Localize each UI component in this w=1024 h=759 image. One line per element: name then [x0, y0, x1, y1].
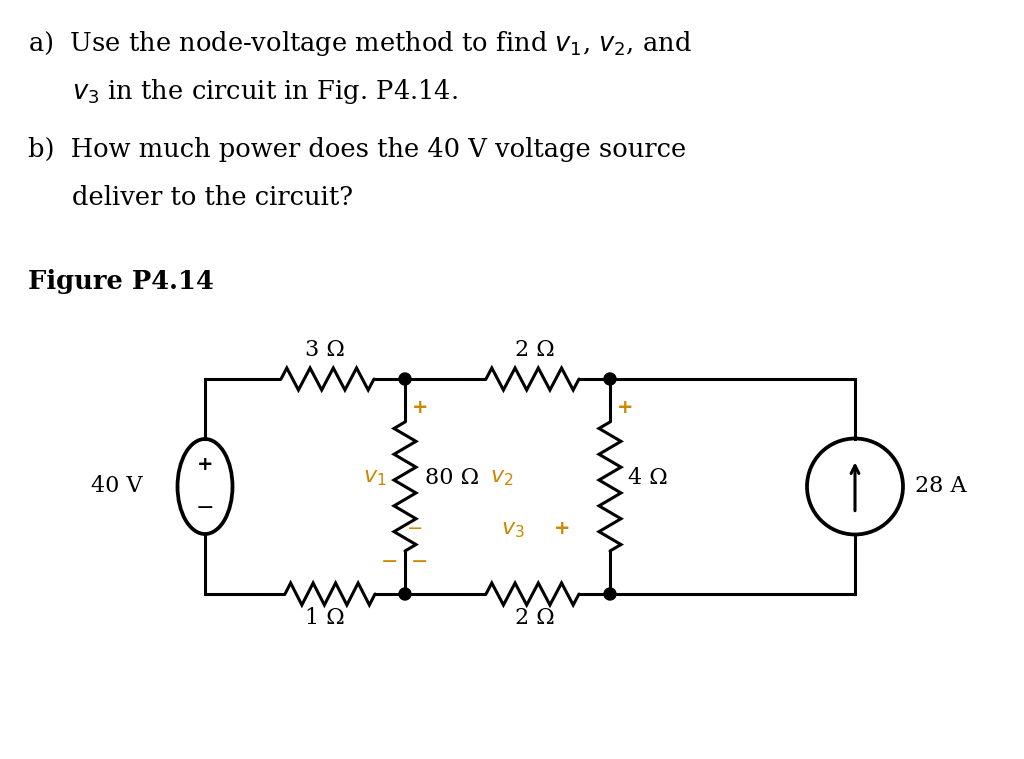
Text: −: −	[412, 552, 429, 572]
Circle shape	[399, 588, 411, 600]
Text: $v_3$: $v_3$	[501, 518, 524, 540]
Text: 1 Ω: 1 Ω	[305, 607, 345, 629]
Text: 28 A: 28 A	[915, 475, 967, 497]
Circle shape	[604, 588, 616, 600]
Text: −: −	[381, 552, 398, 572]
Text: −: −	[407, 519, 423, 538]
Text: +: +	[197, 455, 213, 474]
Text: deliver to the circuit?: deliver to the circuit?	[72, 185, 353, 210]
Circle shape	[604, 373, 616, 385]
Text: $v_1$: $v_1$	[364, 465, 387, 487]
Text: $v_2$: $v_2$	[490, 465, 513, 487]
Text: 3 Ω: 3 Ω	[305, 339, 345, 361]
Text: 2 Ω: 2 Ω	[515, 339, 555, 361]
Text: 4 Ω: 4 Ω	[628, 468, 668, 490]
Text: a)  Use the node-voltage method to find $v_1$, $v_2$, and: a) Use the node-voltage method to find $…	[28, 29, 692, 58]
Text: +: +	[412, 398, 428, 417]
Text: b)  How much power does the 40 V voltage source: b) How much power does the 40 V voltage …	[28, 137, 686, 162]
Text: +: +	[554, 519, 570, 538]
Text: +: +	[616, 398, 633, 417]
Text: 80 Ω: 80 Ω	[425, 468, 479, 490]
Text: Figure P4.14: Figure P4.14	[28, 269, 214, 294]
Text: 2 Ω: 2 Ω	[515, 607, 555, 629]
Circle shape	[399, 373, 411, 385]
Text: −: −	[196, 499, 214, 518]
Text: 40 V: 40 V	[91, 475, 143, 497]
Text: $v_3$ in the circuit in Fig. P4.14.: $v_3$ in the circuit in Fig. P4.14.	[72, 77, 458, 106]
